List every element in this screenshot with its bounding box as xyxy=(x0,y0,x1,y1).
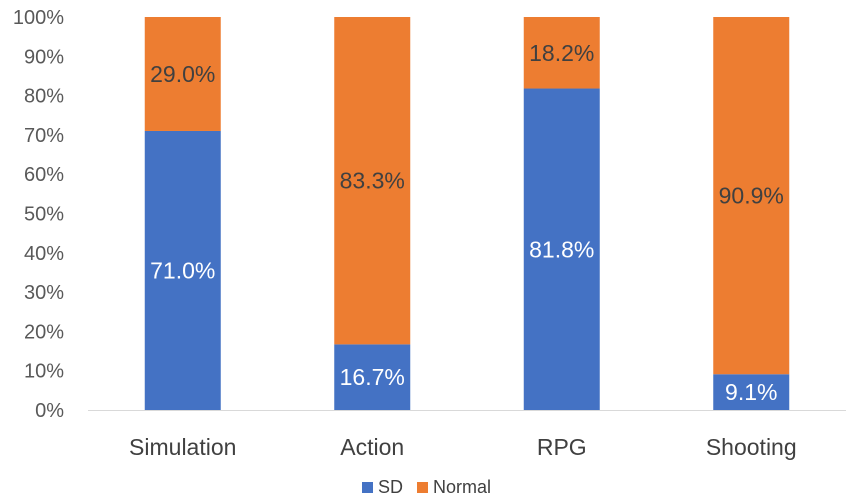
bar-segment-normal xyxy=(144,17,221,131)
y-tick-label: 20% xyxy=(24,321,64,343)
y-tick-label: 70% xyxy=(24,125,64,147)
data-label: 9.1% xyxy=(725,379,777,405)
y-tick-label: 90% xyxy=(24,46,64,68)
legend-swatch-sd xyxy=(362,482,373,493)
legend: SD Normal xyxy=(362,477,491,497)
y-tick-label: 100% xyxy=(13,7,64,29)
data-label: 81.8% xyxy=(529,236,594,262)
x-tick-label: Simulation xyxy=(129,434,236,460)
data-label: 83.3% xyxy=(340,168,405,194)
bars: 71.0% 29.0% 16.7% 83.3% 81.8% 18.2% 9.1% 90.9% xyxy=(144,17,790,410)
y-axis: 0% 10% 20% 30% 40% 50% 60% 70% 80% 90% 100% xyxy=(13,7,64,422)
bar-segment-normal xyxy=(713,17,790,375)
legend-label: Normal xyxy=(433,477,491,497)
data-label: 16.7% xyxy=(340,364,405,390)
bar-segment-sd xyxy=(334,344,411,410)
y-tick-label: 30% xyxy=(24,282,64,304)
data-label: 90.9% xyxy=(719,183,784,209)
bar-segment-normal xyxy=(523,17,600,89)
legend-swatch-normal xyxy=(417,482,428,493)
bar-segment-sd xyxy=(144,130,221,410)
y-tick-label: 80% xyxy=(24,86,64,108)
legend-label: SD xyxy=(378,477,403,497)
data-label: 71.0% xyxy=(150,257,215,283)
bar-segment-sd xyxy=(713,374,790,410)
y-tick-label: 10% xyxy=(24,361,64,383)
x-tick-label: RPG xyxy=(537,434,587,460)
y-tick-label: 50% xyxy=(24,204,64,226)
bar-segment-normal xyxy=(334,17,411,345)
y-tick-label: 60% xyxy=(24,164,64,186)
data-label: 18.2% xyxy=(529,40,594,66)
y-tick-label: 40% xyxy=(24,243,64,265)
bar-segment-sd xyxy=(523,88,600,410)
y-tick-label: 0% xyxy=(35,400,64,422)
x-axis: Simulation Action RPG Shooting xyxy=(88,410,846,460)
x-tick-label: Action xyxy=(340,434,404,460)
x-tick-label: Shooting xyxy=(706,434,797,460)
data-label: 29.0% xyxy=(150,61,215,87)
